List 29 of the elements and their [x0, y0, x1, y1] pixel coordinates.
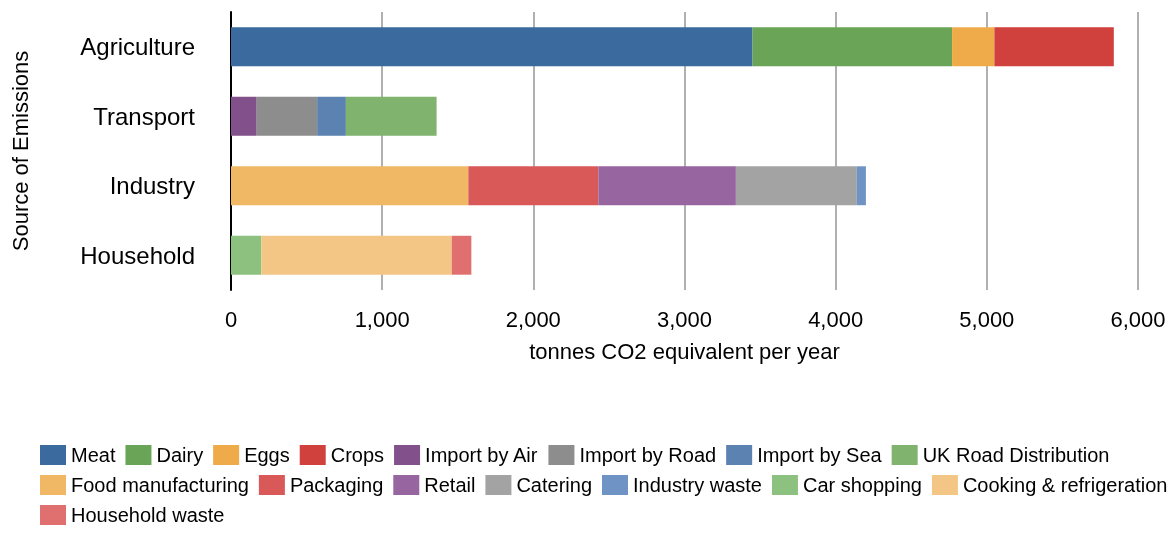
- x-tick-label: 0: [224, 306, 238, 332]
- x-tick-label: 4,000: [808, 306, 864, 332]
- y-tick-label: Transport: [93, 102, 196, 130]
- y-tick-label: Household: [80, 241, 195, 269]
- legend-label: Catering: [516, 474, 593, 496]
- legend-label: Import by Sea: [757, 444, 883, 466]
- x-axis-title: tonnes CO2 equivalent per year: [529, 338, 840, 364]
- x-tick-label: 2,000: [505, 306, 561, 332]
- legend-label: Import by Air: [425, 444, 538, 466]
- legend-label: UK Road Distribution: [922, 444, 1110, 466]
- legend-label: Retail: [424, 474, 476, 496]
- legend-label: Crops: [330, 444, 385, 466]
- legend-label: Import by Road: [579, 444, 717, 466]
- x-tick-label: 1,000: [354, 306, 410, 332]
- legend-label: Household waste: [71, 504, 225, 526]
- legend-label: Packaging: [289, 474, 384, 496]
- legend-label: Food manufacturing: [71, 474, 249, 496]
- legend-label: Dairy: [156, 444, 204, 466]
- x-tick-label: 5,000: [959, 306, 1015, 332]
- legend-label: Meat: [71, 444, 116, 466]
- legend-label: Car shopping: [802, 474, 922, 496]
- y-axis-title: Source of Emissions: [7, 50, 33, 252]
- x-tick-label: 6,000: [1110, 306, 1166, 332]
- x-tick-label: 3,000: [656, 306, 713, 332]
- y-tick-label: Agriculture: [80, 33, 195, 61]
- legend-label: Eggs: [244, 444, 290, 466]
- legend-label: Cooking & refrigeration: [962, 474, 1168, 496]
- legend-label: Industry waste: [633, 474, 762, 496]
- y-tick-label: Industry: [109, 172, 195, 200]
